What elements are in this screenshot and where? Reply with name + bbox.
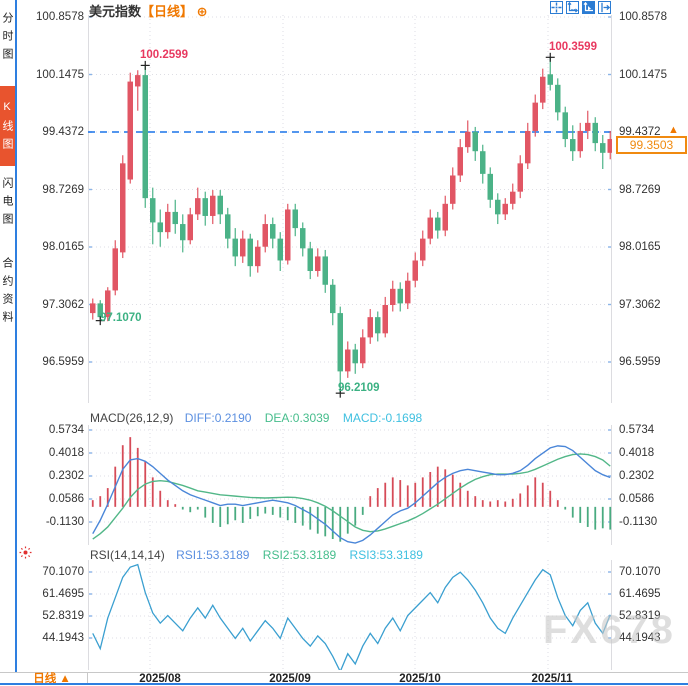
- axis-tick-label: 99.4372: [619, 126, 661, 138]
- axis-tick-label: -0.1130: [45, 516, 84, 528]
- axis-tick-label: 44.1943: [619, 632, 661, 644]
- chart-toolbar: [550, 1, 611, 14]
- chart-header: 美元指数【日线】 ⊕: [89, 1, 208, 19]
- x-axis-label: 2025/11: [531, 673, 573, 685]
- axis-tick-label: 98.0165: [42, 241, 84, 253]
- axis-tick-label: 52.8319: [42, 610, 84, 622]
- rsi2-value: RSI2:53.3189: [262, 548, 337, 562]
- price-up-arrow-icon: ▲: [668, 124, 679, 136]
- watermark: FX678: [543, 608, 676, 652]
- axis-tick-label: 0.4018: [619, 447, 655, 459]
- axis-tick-label: 70.1070: [619, 566, 661, 578]
- axis-tick-label: 0.0586: [48, 493, 84, 505]
- annotation-low-1: 97.1070: [100, 312, 142, 324]
- axis-tick-label: 70.1070: [42, 566, 84, 578]
- page-title: 美元指数: [89, 4, 142, 19]
- axis-tick-label: 98.0165: [619, 241, 661, 253]
- axis-tick-label: 96.5959: [42, 356, 84, 368]
- macd-chart[interactable]: [88, 425, 612, 545]
- axis-tick-label: 0.0586: [619, 493, 655, 505]
- rsi-header: RSI(14,14,14) RSI1:53.3189 RSI2:53.3189 …: [90, 548, 423, 562]
- macd-diff-value: DIFF:0.2190: [184, 411, 252, 425]
- period-tag: 【日线】: [141, 4, 194, 19]
- pan-right-icon[interactable]: [598, 1, 611, 14]
- axis-tick-label: 96.5959: [619, 356, 661, 368]
- sidebar-tab-timeline[interactable]: 分时图: [1, 12, 13, 66]
- sidebar: 分时图 K线图 闪电图 合约资料: [0, 0, 17, 672]
- sidebar-tab-contract-info[interactable]: 合约资料: [1, 257, 13, 329]
- axis-tick-label: 44.1943: [42, 632, 84, 644]
- zoom-in-icon[interactable]: ⊕: [196, 4, 208, 19]
- axis-tick-label: 97.3062: [619, 298, 661, 311]
- axis-tick-label: 0.5734: [48, 424, 84, 436]
- rsi1-value: RSI1:53.3189: [176, 548, 250, 562]
- crosshair-tool-icon[interactable]: [550, 1, 563, 14]
- axis-tick-label: 0.4018: [48, 447, 84, 459]
- axis-tick-label: 0.5734: [619, 424, 655, 436]
- macd-title: MACD(26,12,9): [90, 411, 174, 425]
- axis-tick-label: 61.4695: [619, 588, 661, 600]
- axis-tick-label: 100.1475: [36, 68, 84, 81]
- bottom-bar: 日线 ▲ 2025/08 2025/09 2025/10 2025/11: [0, 672, 688, 685]
- sidebar-tab-kline[interactable]: K线图: [0, 86, 15, 166]
- period-selector[interactable]: 日线 ▲: [17, 673, 88, 685]
- annotation-high-2: 100.3599: [549, 41, 597, 53]
- indicator-settings-icon[interactable]: [19, 546, 32, 564]
- axis-tick-label: 100.1475: [619, 68, 667, 81]
- macd-dea-value: DEA:0.3039: [264, 411, 330, 425]
- axis-tick-label: 97.3062: [42, 298, 84, 311]
- x-axis-label: 2025/09: [269, 673, 311, 685]
- x-axis-label: 2025/10: [399, 673, 441, 685]
- candlestick-chart[interactable]: [88, 15, 612, 403]
- axis-scale-icon[interactable]: [566, 1, 579, 14]
- axis-tick-label: 61.4695: [42, 588, 84, 600]
- sidebar-tab-lightning[interactable]: 闪电图: [1, 177, 13, 231]
- axis-scale-active-icon[interactable]: [582, 1, 595, 14]
- macd-value: MACD:-0.1698: [342, 411, 423, 425]
- axis-tick-label: 100.8578: [36, 11, 84, 23]
- rsi-title: RSI(14,14,14): [90, 548, 165, 562]
- axis-tick-label: 100.8578: [619, 11, 667, 23]
- axis-tick-label: 0.2302: [619, 470, 655, 482]
- rsi-chart[interactable]: [88, 560, 612, 670]
- axis-tick-label: 52.8319: [619, 610, 661, 622]
- x-axis-label: 2025/08: [139, 673, 181, 685]
- annotation-high-1: 100.2599: [140, 49, 188, 61]
- bottom-scrollbar[interactable]: [0, 683, 688, 685]
- axis-tick-label: 0.2302: [48, 470, 84, 482]
- axis-tick-label: 99.4372: [42, 126, 84, 138]
- axis-tick-label: 98.7269: [42, 183, 84, 196]
- axis-tick-label: -0.1130: [619, 516, 658, 528]
- annotation-low-2: 96.2109: [338, 382, 380, 394]
- macd-header: MACD(26,12,9) DIFF:0.2190 DEA:0.3039 MAC…: [90, 411, 422, 425]
- current-price-box: 99.3503: [616, 136, 687, 154]
- rsi3-value: RSI3:53.3189: [349, 548, 423, 562]
- axis-tick-label: 98.7269: [619, 183, 661, 196]
